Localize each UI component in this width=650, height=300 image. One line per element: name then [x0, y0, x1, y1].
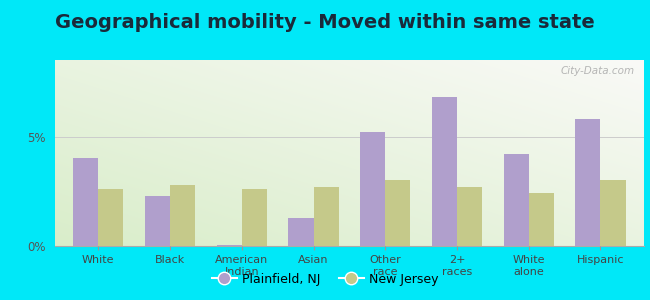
Bar [98, 189, 124, 246]
Bar [385, 180, 410, 246]
Bar [432, 97, 457, 246]
Bar [216, 245, 242, 246]
Bar [528, 194, 554, 246]
Bar [504, 154, 528, 246]
Bar [289, 218, 313, 246]
Bar [313, 187, 339, 246]
Text: City-Data.com: City-Data.com [560, 66, 634, 76]
Bar [601, 180, 625, 246]
Bar [360, 132, 385, 246]
Legend: Plainfield, NJ, New Jersey: Plainfield, NJ, New Jersey [207, 268, 443, 291]
Bar [73, 158, 98, 246]
Bar [145, 196, 170, 246]
Bar [457, 187, 482, 246]
Bar [575, 119, 601, 246]
Bar [170, 185, 195, 246]
Bar [242, 189, 267, 246]
Text: Geographical mobility - Moved within same state: Geographical mobility - Moved within sam… [55, 14, 595, 32]
